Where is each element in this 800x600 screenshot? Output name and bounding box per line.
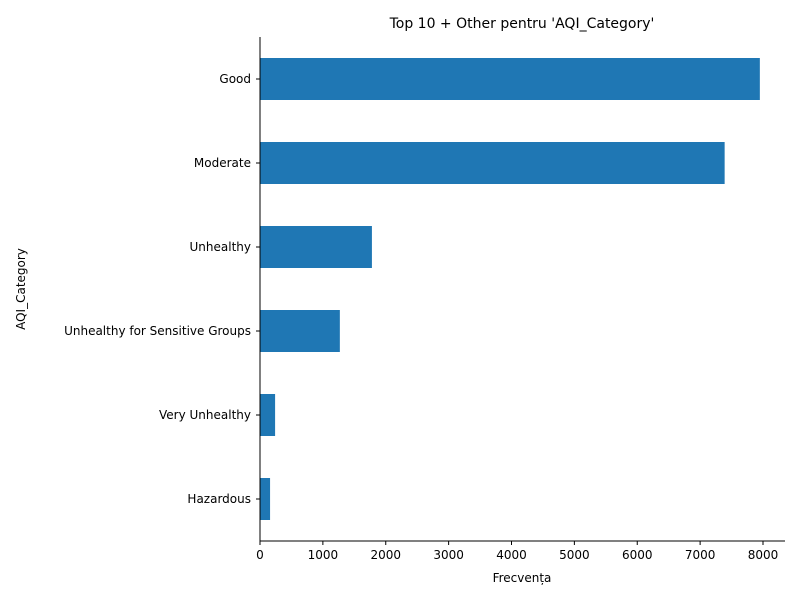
x-axis-label: Frecvența (493, 571, 552, 585)
x-tick-label: 4000 (496, 548, 527, 562)
x-tick-label: 5000 (559, 548, 590, 562)
bars-group (260, 58, 760, 520)
bar-unhealthy (260, 226, 372, 268)
y-tick-label: Unhealthy (190, 240, 251, 254)
y-axis-label: AQI_Category (14, 248, 28, 330)
x-tick-label: 2000 (370, 548, 401, 562)
x-tick-label: 0 (256, 548, 264, 562)
x-tick-label: 7000 (685, 548, 716, 562)
bar-moderate (260, 142, 725, 184)
x-tick-label: 8000 (748, 548, 779, 562)
y-tick-label: Hazardous (187, 492, 251, 506)
bar-good (260, 58, 760, 100)
y-tick-label: Good (219, 72, 251, 86)
x-axis-ticks: 0 1000 2000 3000 4000 5000 6000 7000 8000 (256, 541, 778, 562)
y-tick-label: Moderate (194, 156, 251, 170)
x-tick-label: 1000 (308, 548, 339, 562)
bar-unhealthy-for-sensitive-groups (260, 310, 340, 352)
bar-hazardous (260, 478, 271, 520)
y-tick-label: Very Unhealthy (159, 408, 251, 422)
x-tick-label: 6000 (622, 548, 653, 562)
bar-very-unhealthy (260, 394, 276, 436)
chart-title: Top 10 + Other pentru 'AQI_Category' (389, 16, 655, 32)
x-tick-label: 3000 (433, 548, 464, 562)
y-axis-ticks: Good Moderate Unhealthy Unhealthy for Sensi… (64, 72, 260, 506)
y-tick-label: Unhealthy for Sensitive Groups (64, 324, 251, 338)
